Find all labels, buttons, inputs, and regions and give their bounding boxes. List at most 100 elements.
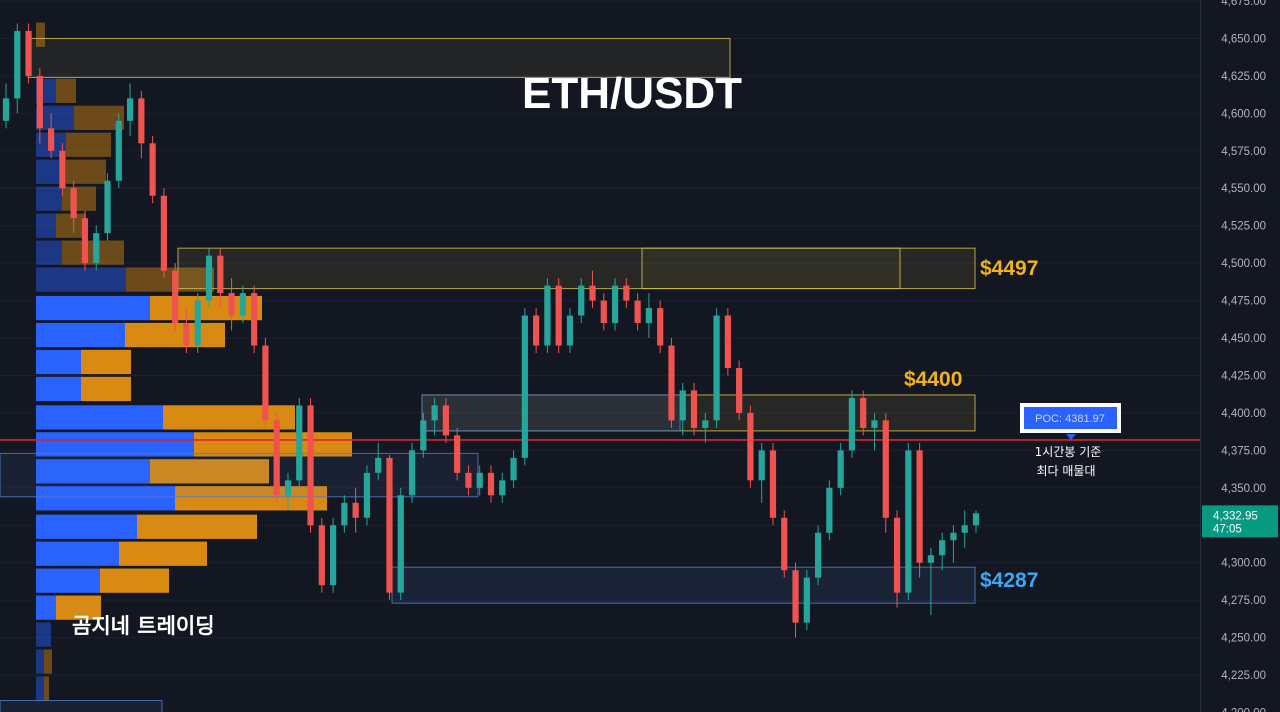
candle-body[interactable] bbox=[296, 405, 303, 481]
candle-body[interactable] bbox=[25, 30, 32, 76]
candle-body[interactable] bbox=[905, 450, 912, 593]
candle-body[interactable] bbox=[126, 98, 134, 121]
candle-body[interactable] bbox=[341, 502, 348, 526]
candle-body[interactable] bbox=[318, 525, 325, 586]
candle-body[interactable] bbox=[916, 450, 923, 563]
poc-label-text: POC: 4381.97 bbox=[1035, 413, 1105, 425]
candle-body[interactable] bbox=[104, 180, 111, 234]
candle-body[interactable] bbox=[893, 517, 901, 593]
candle-body[interactable] bbox=[533, 315, 540, 346]
candle-body[interactable] bbox=[803, 577, 810, 623]
volume-profile-buy-bar bbox=[36, 649, 44, 674]
candle-body[interactable] bbox=[476, 472, 483, 488]
candle-body[interactable] bbox=[149, 143, 156, 196]
candle-body[interactable] bbox=[262, 345, 269, 421]
candle-body[interactable] bbox=[781, 517, 788, 571]
candle-body[interactable] bbox=[645, 308, 653, 324]
volume-profile-sell-bar bbox=[81, 349, 131, 375]
candle-body[interactable] bbox=[589, 285, 596, 301]
candle-body[interactable] bbox=[837, 450, 844, 488]
candle-body[interactable] bbox=[679, 390, 686, 421]
candle-body[interactable] bbox=[352, 502, 359, 518]
y-tick-label: 4,350.00 bbox=[1221, 483, 1266, 495]
candle-body[interactable] bbox=[758, 450, 765, 481]
candle-body[interactable] bbox=[386, 457, 393, 593]
candle-body[interactable] bbox=[611, 285, 619, 324]
candle-body[interactable] bbox=[14, 30, 21, 99]
candle-body[interactable] bbox=[566, 315, 574, 346]
candle-body[interactable] bbox=[408, 450, 416, 496]
volume-profile-sell-bar bbox=[62, 240, 124, 265]
candle-body[interactable] bbox=[397, 495, 404, 593]
candle-body[interactable] bbox=[284, 480, 292, 496]
candle-body[interactable] bbox=[251, 293, 258, 346]
candle-body[interactable] bbox=[623, 285, 630, 301]
candle-body[interactable] bbox=[329, 525, 337, 586]
candle-body[interactable] bbox=[487, 472, 495, 496]
candle-body[interactable] bbox=[510, 457, 517, 481]
candle-body[interactable] bbox=[70, 188, 77, 219]
candle-body[interactable] bbox=[59, 150, 66, 189]
candle-body[interactable] bbox=[972, 513, 980, 526]
candle-body[interactable] bbox=[950, 532, 957, 541]
candle-body[interactable] bbox=[713, 315, 720, 421]
current-price-tag[interactable] bbox=[1202, 505, 1278, 538]
candle-body[interactable] bbox=[363, 472, 371, 518]
candle-body[interactable] bbox=[927, 555, 934, 563]
volume-profile-buy-bar bbox=[36, 676, 44, 701]
candle-body[interactable] bbox=[81, 218, 89, 264]
candle-body[interactable] bbox=[228, 293, 235, 316]
candle-body[interactable] bbox=[183, 323, 190, 346]
candle-body[interactable] bbox=[961, 525, 968, 533]
candle-body[interactable] bbox=[48, 128, 55, 151]
candle-body[interactable] bbox=[939, 540, 946, 556]
candle-body[interactable] bbox=[792, 570, 799, 623]
candle-body[interactable] bbox=[93, 233, 100, 264]
candle-body[interactable] bbox=[454, 435, 461, 473]
candle-body[interactable] bbox=[769, 450, 777, 518]
candle-body[interactable] bbox=[555, 285, 562, 346]
poc-note-line1: 1시간봉 기준 bbox=[1035, 445, 1102, 459]
candle-body[interactable] bbox=[239, 293, 246, 316]
candle-body[interactable] bbox=[307, 405, 314, 526]
candle-body[interactable] bbox=[138, 98, 145, 144]
candle-body[interactable] bbox=[814, 532, 822, 578]
candle-body[interactable] bbox=[499, 480, 506, 496]
candle-body[interactable] bbox=[521, 315, 528, 458]
y-tick-label: 4,575.00 bbox=[1221, 146, 1266, 158]
candle-body[interactable] bbox=[205, 255, 213, 301]
candle-body[interactable] bbox=[882, 420, 889, 518]
candle-body[interactable] bbox=[860, 397, 867, 428]
candle-body[interactable] bbox=[217, 255, 224, 294]
candle-body[interactable] bbox=[2, 98, 10, 121]
candle-body[interactable] bbox=[600, 300, 607, 324]
candle-body[interactable] bbox=[724, 315, 731, 368]
candle-body[interactable] bbox=[747, 412, 754, 481]
candle-body[interactable] bbox=[826, 487, 833, 533]
candle-body[interactable] bbox=[420, 420, 427, 451]
candle-body[interactable] bbox=[273, 420, 280, 496]
candle-body[interactable] bbox=[115, 120, 122, 181]
candle-body[interactable] bbox=[194, 300, 201, 346]
candle-body[interactable] bbox=[36, 75, 43, 129]
candle-body[interactable] bbox=[702, 420, 709, 428]
candle-body[interactable] bbox=[431, 405, 438, 421]
candle-body[interactable] bbox=[634, 300, 641, 324]
volume-profile-sell-bar bbox=[100, 568, 169, 593]
candle-body[interactable] bbox=[465, 472, 472, 488]
candle-body[interactable] bbox=[690, 390, 698, 428]
candle-body[interactable] bbox=[160, 195, 168, 271]
candle-body[interactable] bbox=[668, 345, 675, 421]
candle-body[interactable] bbox=[736, 367, 743, 413]
candle-body[interactable] bbox=[544, 285, 551, 346]
candle-body[interactable] bbox=[871, 420, 878, 428]
candle-body[interactable] bbox=[657, 308, 664, 346]
candle-body[interactable] bbox=[578, 285, 585, 316]
candle-body[interactable] bbox=[375, 457, 382, 473]
candle-body[interactable] bbox=[442, 405, 449, 436]
volume-profile-buy-bar bbox=[36, 486, 175, 511]
candle-body[interactable] bbox=[172, 270, 179, 324]
y-tick-label: 4,450.00 bbox=[1221, 333, 1266, 345]
candle-body[interactable] bbox=[848, 397, 856, 451]
